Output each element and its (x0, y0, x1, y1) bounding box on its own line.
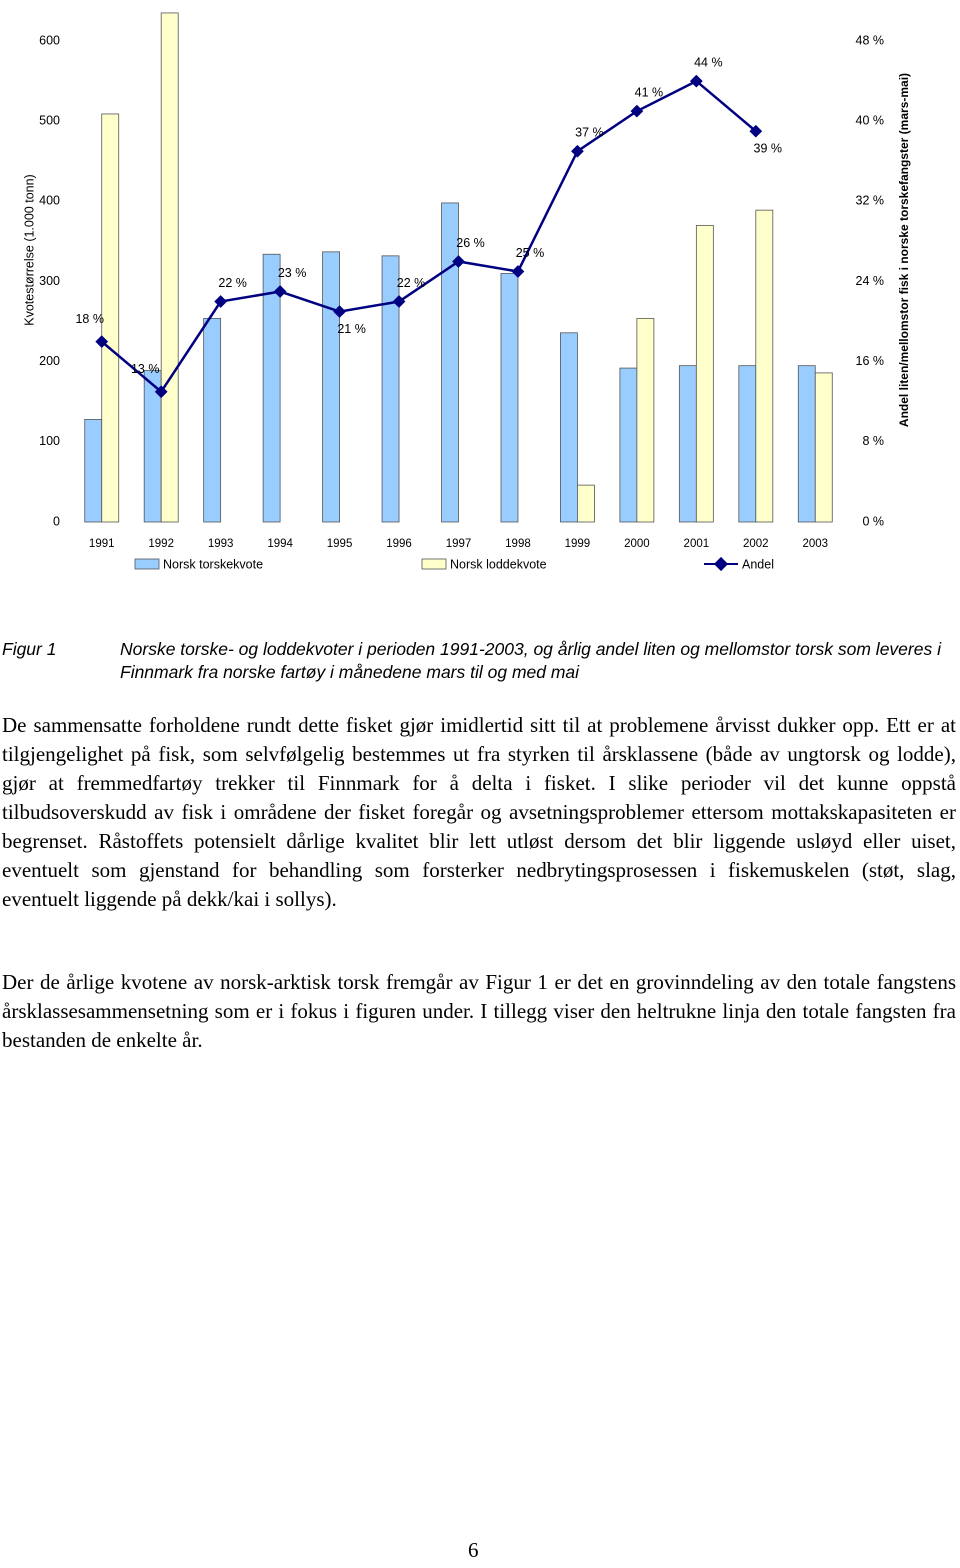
x-tick-label: 1991 (89, 538, 115, 550)
bar (560, 332, 578, 523)
data-label: 13 % (131, 362, 160, 376)
x-tick-label: 2000 (624, 538, 650, 550)
line-marker (95, 335, 109, 348)
bar (797, 365, 816, 523)
chart: Kvotestørrelse (1.000 tonn) Andel liten/… (22, 12, 911, 572)
x-tick-label: 2002 (743, 538, 769, 550)
x-tick-label: 2001 (684, 538, 710, 550)
x-tick-label: 1998 (505, 538, 531, 550)
bar (500, 273, 519, 523)
y-tick-label: 500 (39, 113, 60, 127)
bar (101, 113, 120, 523)
y-tick-label: 0 (53, 514, 60, 528)
data-label: 22 % (397, 276, 426, 290)
data-label: 39 % (754, 141, 783, 155)
bar (203, 317, 222, 523)
bar (678, 365, 697, 523)
legend-label: Norsk torskekvote (163, 557, 263, 571)
y2-tick-label: 8 % (862, 434, 884, 448)
paragraph: De sammensatte forholdene rundt dette fi… (2, 713, 956, 911)
bar (262, 253, 281, 523)
data-label: 44 % (694, 55, 723, 69)
bar (619, 367, 638, 523)
caption-text: Norske torske- og loddekvoter i perioden… (120, 639, 941, 682)
bar (441, 202, 459, 523)
bar (695, 224, 714, 523)
legend-swatch (134, 558, 160, 570)
bar (322, 251, 340, 523)
line (100, 79, 757, 394)
y2-tick-label: 0 % (862, 514, 884, 528)
line-marker (392, 295, 406, 308)
y2-tick-label: 32 % (856, 194, 885, 208)
data-label: 37 % (575, 126, 604, 140)
bar (814, 372, 833, 523)
x-tick-label: 1992 (148, 538, 174, 550)
paragraph: Der de årlige kvotene av norsk-arktisk t… (2, 970, 956, 1052)
line-marker (154, 385, 168, 399)
data-label: 41 % (635, 85, 664, 99)
bar (755, 209, 774, 523)
y2-tick-label: 48 % (856, 33, 885, 47)
bar (738, 365, 757, 523)
x-tick-label: 1994 (267, 538, 293, 550)
line-marker (214, 295, 228, 308)
legend-swatch (421, 558, 447, 570)
line-marker (333, 305, 346, 318)
x-tick-label: 1996 (386, 538, 412, 550)
data-label: 18 % (75, 312, 104, 326)
bar (636, 317, 655, 523)
data-label: 21 % (337, 322, 366, 336)
x-tick-label: 1997 (446, 538, 472, 550)
y-tick-label: 600 (39, 33, 60, 47)
bar (381, 255, 400, 523)
caption-label: Figur 1 (2, 639, 57, 659)
line-marker (273, 285, 287, 298)
x-tick-label: 1995 (327, 538, 353, 550)
y2-tick-label: 40 % (856, 113, 885, 127)
data-label: 22 % (218, 276, 247, 290)
data-label: 25 % (516, 246, 545, 260)
y2-tick-label: 16 % (856, 354, 885, 368)
bar (84, 418, 103, 523)
bar (577, 484, 595, 523)
legend-label: Andel (742, 557, 774, 571)
x-tick-label: 1993 (208, 538, 234, 550)
line-marker (452, 255, 465, 268)
y-tick-label: 100 (39, 434, 60, 448)
data-label: 23 % (278, 266, 307, 280)
x-tick-label: 2003 (802, 538, 828, 550)
y2-axis-title: Andel liten/mellomstor fisk i norske tor… (897, 73, 911, 427)
legend-marker (713, 556, 729, 572)
page-number: 6 (468, 1538, 479, 1562)
y-axis-title: Kvotestørrelse (1.000 tonn) (22, 174, 36, 325)
x-tick-label: 1999 (565, 538, 591, 550)
data-label: 26 % (456, 236, 485, 250)
y-tick-label: 400 (39, 194, 60, 208)
bar (160, 12, 179, 523)
y2-tick-label: 24 % (856, 274, 885, 288)
y-tick-label: 200 (39, 354, 60, 368)
y-tick-label: 300 (39, 274, 60, 288)
legend-label: Norsk loddekvote (450, 557, 547, 571)
